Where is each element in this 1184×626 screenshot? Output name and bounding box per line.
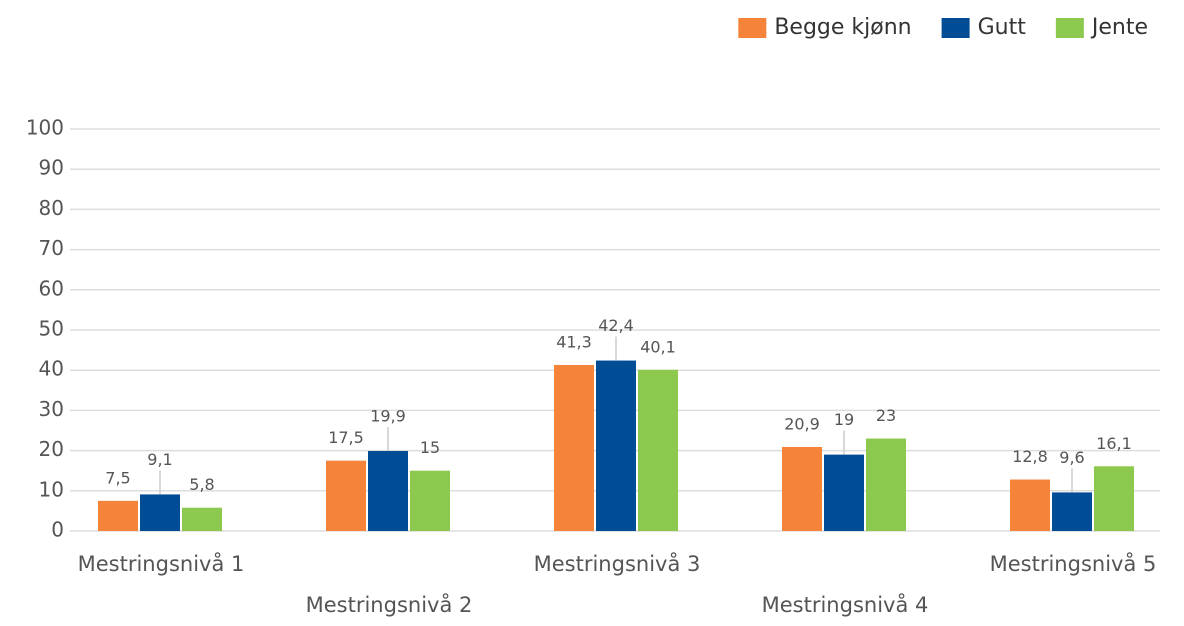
- value-label: 20,9: [784, 414, 820, 433]
- bar: [1094, 466, 1134, 531]
- value-label: 19: [834, 410, 854, 429]
- bar: [782, 446, 822, 531]
- x-tick-label: Mestringsnivå 4: [762, 592, 929, 617]
- value-label: 12,8: [1012, 447, 1048, 466]
- y-tick-label: 10: [39, 477, 64, 501]
- bar: [140, 494, 180, 531]
- y-tick-label: 40: [39, 357, 64, 381]
- bar: [1010, 479, 1050, 531]
- bar: [368, 451, 408, 531]
- value-label: 42,4: [598, 316, 634, 335]
- x-tick-label: Mestringsnivå 5: [990, 551, 1157, 576]
- bar: [1052, 492, 1092, 531]
- y-tick-label: 90: [39, 156, 64, 180]
- bar: [410, 470, 450, 531]
- bar: [824, 454, 864, 531]
- value-label: 23: [876, 406, 896, 425]
- bar: [326, 460, 366, 531]
- legend-swatch: [1055, 18, 1084, 38]
- value-label: 16,1: [1096, 434, 1132, 453]
- value-label: 17,5: [328, 428, 364, 447]
- y-tick-label: 50: [39, 317, 64, 341]
- legend-label: Jente: [1090, 15, 1148, 40]
- y-tick-label: 30: [39, 397, 64, 421]
- x-tick-label: Mestringsnivå 1: [78, 551, 245, 576]
- value-label: 19,9: [370, 407, 406, 426]
- bar: [182, 507, 222, 531]
- value-label: 7,5: [105, 468, 130, 487]
- y-tick-label: 0: [51, 518, 64, 542]
- bar: [638, 369, 678, 531]
- bar: [554, 364, 594, 531]
- x-tick-label: Mestringsnivå 3: [534, 551, 701, 576]
- value-label: 9,6: [1059, 448, 1084, 467]
- legend-swatch: [738, 18, 767, 38]
- x-tick-label: Mestringsnivå 2: [306, 592, 473, 617]
- value-label: 9,1: [147, 450, 172, 469]
- y-tick-label: 20: [39, 437, 64, 461]
- y-tick-label: 100: [26, 116, 64, 140]
- bar: [596, 360, 636, 531]
- value-label: 41,3: [556, 332, 592, 351]
- value-label: 5,8: [189, 475, 214, 494]
- y-tick-label: 60: [39, 276, 64, 300]
- bar: [866, 438, 906, 531]
- bar: [98, 500, 138, 531]
- value-label: 40,1: [640, 337, 676, 356]
- y-tick-label: 80: [39, 196, 64, 220]
- legend-label: Begge kjønn: [774, 15, 911, 40]
- y-tick-label: 70: [39, 236, 64, 260]
- legend-swatch: [941, 18, 970, 38]
- value-label: 15: [420, 438, 440, 457]
- legend-label: Gutt: [978, 15, 1027, 40]
